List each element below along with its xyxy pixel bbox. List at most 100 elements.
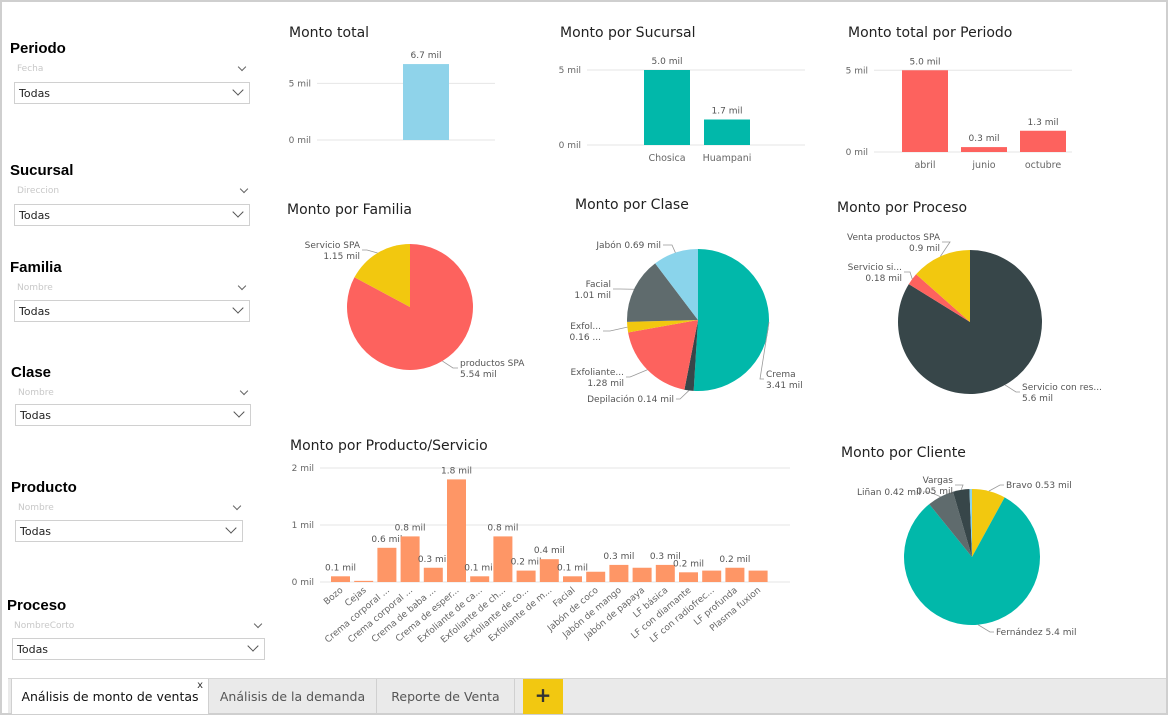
tab-label: Reporte de Venta <box>391 689 500 704</box>
x-tick-label: abril <box>914 160 935 171</box>
chart-monto-proceso[interactable]: Servicio con res...5.6 mil Servicio si...… <box>830 222 1130 412</box>
slicer-title: Proceso <box>7 597 67 614</box>
bar <box>470 576 490 582</box>
slice-name: Vargas <box>923 476 954 486</box>
chart-monto-total[interactable]: 0 mil 5 mil 6.7 mil <box>285 45 515 155</box>
slice-name: Servicio SPA <box>305 241 361 251</box>
slicer-field-label: Nombre <box>17 283 53 293</box>
y-tick-label: 5 mil <box>289 79 311 89</box>
bar <box>609 564 629 582</box>
leader-line <box>362 249 378 254</box>
pie-slice <box>693 249 770 391</box>
chart-title-monto-familia: Monto por Familia <box>287 202 412 218</box>
slice-name: Servicio si... <box>848 263 902 273</box>
chart-monto-periodo[interactable]: 0 mil 5 mil 5.0 mil abril 0.3 mil junio 1.3 mi… <box>842 45 1082 185</box>
add-page-button[interactable]: + <box>523 679 563 714</box>
tab-label: Análisis de monto de ventas <box>21 689 199 704</box>
slice-name: productos SPA <box>460 359 525 369</box>
pie-slice <box>952 489 972 557</box>
chart-title-monto-periodo: Monto total por Periodo <box>848 25 1013 41</box>
data-label: 1.8 mil <box>441 466 472 476</box>
page-tab-bar: Análisis de monto de ventas x Análisis d… <box>8 678 1166 714</box>
close-icon[interactable]: x <box>197 680 203 691</box>
bar <box>1020 130 1066 152</box>
chart-title-monto-clase: Monto por Clase <box>575 197 689 213</box>
slicer-dropdown[interactable]: Todas <box>14 300 250 322</box>
data-label: 0.6 mil <box>371 535 402 545</box>
x-tick-label: Bozo <box>322 585 346 607</box>
data-label: 0.1 mil <box>557 563 588 573</box>
bar <box>354 580 374 582</box>
pie-slice <box>627 263 698 322</box>
leader-line <box>759 322 770 380</box>
chevron-down-icon[interactable] <box>225 524 237 536</box>
data-label: 0.3 mil <box>969 134 1000 144</box>
slicer-title: Sucursal <box>10 162 74 179</box>
slice-label: Depilación 0.14 mil <box>587 394 674 405</box>
tab-reporte-venta[interactable]: Reporte de Venta <box>377 679 515 714</box>
x-tick-label: octubre <box>1025 160 1062 171</box>
pie-slice <box>904 497 1040 625</box>
data-label: 5.0 mil <box>910 57 941 67</box>
slice-label: Liñan 0.42 mil <box>857 488 921 498</box>
slice-name: Exfol... <box>570 322 601 332</box>
slicer-value: Todas <box>20 525 52 538</box>
slicer-value: Todas <box>19 305 51 318</box>
chart-monto-sucursal[interactable]: 0 mil 5 mil 5.0 mil Chosica 1.7 mil Huampani <box>555 45 815 175</box>
chart-monto-cliente[interactable]: Bravo 0.53 mil Fernández 5.4 mil Liñan 0.4… <box>845 465 1115 645</box>
chevron-down-icon[interactable] <box>232 208 244 220</box>
slicer-dropdown[interactable]: Todas <box>15 404 251 426</box>
chart-title-monto-cliente: Monto por Cliente <box>841 445 966 461</box>
bar <box>644 70 690 145</box>
tab-analisis-monto-ventas[interactable]: Análisis de monto de ventas x <box>11 679 209 714</box>
bar <box>655 564 675 582</box>
slicer-dropdown[interactable]: Todas <box>15 520 243 542</box>
bar <box>400 536 420 582</box>
bar <box>403 64 449 140</box>
leader-line <box>977 624 994 633</box>
chevron-down-icon[interactable] <box>233 408 245 420</box>
slicer-title: Clase <box>11 364 52 381</box>
slicer-title: Producto <box>11 479 77 496</box>
slice-value: 1.15 mil <box>323 252 360 262</box>
slicer-dropdown[interactable]: Todas <box>14 82 250 104</box>
slice-value: 0.9 mil <box>909 244 940 254</box>
slicer-dropdown[interactable]: Todas <box>14 204 250 226</box>
chevron-down-icon[interactable] <box>247 642 259 654</box>
slicer-value: Todas <box>19 209 51 222</box>
slicer-dropdown[interactable]: Todas <box>12 638 265 660</box>
pie-slice <box>916 250 970 322</box>
tab-analisis-demanda[interactable]: Análisis de la demanda <box>209 679 377 714</box>
chevron-down-icon[interactable] <box>232 304 244 316</box>
slicer-title: Periodo <box>10 40 66 57</box>
leader-line <box>1004 384 1020 393</box>
slicer-field-label: Nombre <box>18 388 54 398</box>
chart-title-monto-proceso: Monto por Proceso <box>837 200 968 216</box>
bar <box>902 70 948 152</box>
slice-name: Servicio con res... <box>1022 383 1102 393</box>
slice-name: Crema <box>766 370 796 380</box>
data-label: 5.0 mil <box>652 57 683 67</box>
chevron-down-icon[interactable] <box>232 86 244 98</box>
slice-name: Venta productos SPA <box>847 233 941 243</box>
slice-value: 3.41 mil <box>766 381 803 391</box>
leader-line <box>442 360 458 369</box>
bar <box>748 570 768 582</box>
slicer-value: Todas <box>19 87 51 100</box>
slice-value: 0.18 mil <box>865 274 902 284</box>
pie-slice <box>655 249 698 320</box>
leader-line <box>988 484 1004 492</box>
bar <box>702 570 722 582</box>
bar <box>493 536 513 582</box>
bar <box>961 147 1007 152</box>
slicer-field-label: Nombre <box>18 503 54 513</box>
x-tick-label: junio <box>971 160 995 171</box>
y-tick-label: 2 mil <box>292 464 314 474</box>
slicer-value: Todas <box>20 409 52 422</box>
data-label: 0.3 mil <box>418 555 449 565</box>
data-label: 0.2 mil <box>673 559 704 569</box>
